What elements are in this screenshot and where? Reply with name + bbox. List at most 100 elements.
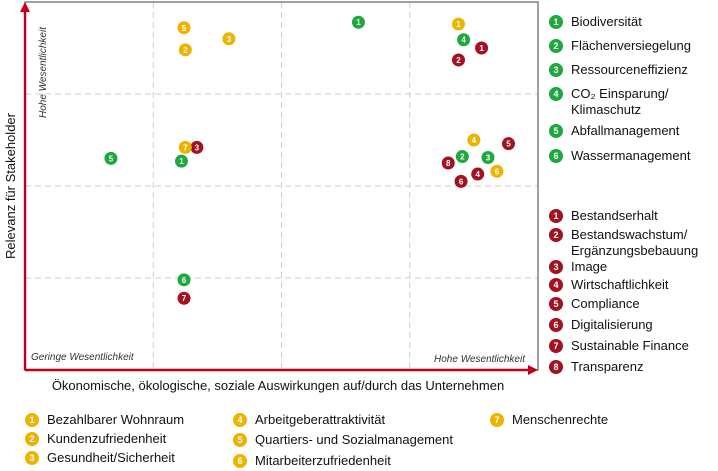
legend-badge: 2	[549, 39, 563, 53]
legend-badge: 3	[549, 260, 563, 274]
legend-label: Gesundheit/Sicherheit	[47, 450, 175, 465]
point-label: 8	[446, 159, 451, 168]
legend-yellow-5: 5 Quartiers- und Sozialmanagement	[233, 432, 453, 448]
legend-badge: 8	[549, 360, 563, 374]
legend-label: Wassermanagement	[571, 148, 691, 163]
y-axis-label: Relevanz für Stakeholder	[3, 112, 18, 259]
point-marker	[502, 137, 516, 151]
data-point: 7	[177, 291, 191, 305]
grid-lines	[25, 2, 538, 370]
legend-badge: 4	[549, 278, 563, 292]
legend-yellow-7: 7 Menschenrechte	[490, 412, 608, 428]
legend-red-8: 8 Transparenz	[549, 359, 644, 375]
legend-badge: 5	[549, 297, 563, 311]
legend-label: Biodiversität	[571, 14, 642, 29]
point-label: 2	[456, 56, 461, 65]
legend-label: Flächenversiegelung	[571, 38, 691, 53]
y-axis-arrowhead	[20, 2, 30, 12]
legend-label: Mitarbeiterzufriedenheit	[255, 453, 391, 468]
point-label: 2	[183, 46, 188, 55]
point-label: 2	[460, 153, 465, 162]
legend-badge: 6	[233, 454, 247, 468]
point-marker	[178, 43, 192, 57]
point-label: 4	[472, 136, 477, 145]
corner-label-bottom-right: Hohe Wesentlichkeit	[434, 354, 526, 365]
point-marker	[190, 140, 204, 154]
point-marker	[451, 17, 465, 31]
point-label: 1	[356, 18, 361, 27]
point-marker	[455, 150, 469, 164]
legend-badge: 7	[490, 413, 504, 427]
point-marker	[451, 53, 465, 67]
legend-label: Kundenzufriedenheit	[47, 431, 167, 446]
point-marker	[177, 273, 191, 287]
legend-badge: 4	[549, 87, 563, 101]
legend-green-5: 5 Abfallmanagement	[549, 123, 679, 139]
data-point: 4	[467, 133, 481, 147]
point-label: 7	[182, 294, 187, 303]
point-label: 3	[227, 35, 232, 44]
data-point: 7	[178, 140, 192, 154]
data-point: 6	[177, 273, 191, 287]
legend-green-1: 1 Biodiversität	[549, 14, 642, 30]
data-point: 5	[177, 21, 191, 35]
legend-label: Image	[571, 259, 608, 274]
legend-green-3: 3 Ressourceneffizienz	[549, 62, 688, 78]
point-marker	[454, 174, 468, 188]
legend-label: Wirtschaftlichkeit	[571, 277, 669, 292]
legend-label: Transparenz	[571, 359, 644, 374]
data-point: 2	[455, 150, 469, 164]
point-label: 5	[506, 140, 511, 149]
legend-label: Bestandserhalt	[571, 208, 658, 223]
data-point: 5	[104, 151, 118, 165]
legend-label: Quartiers- und Sozialmanagement	[255, 432, 453, 447]
x-axis-label: Ökonomische, ökologische, soziale Auswir…	[52, 378, 504, 393]
point-marker	[177, 21, 191, 35]
point-marker	[490, 164, 504, 178]
legend-red-6: 6 Digitalisierung	[549, 317, 653, 333]
legend-badge: 6	[549, 318, 563, 332]
point-label: 1	[479, 44, 484, 53]
point-label: 5	[182, 24, 187, 33]
data-point: 5	[502, 137, 516, 151]
legend-label: Sustainable Finance	[571, 338, 689, 353]
legend-label: Digitalisierung	[571, 317, 653, 332]
point-label: 3	[486, 153, 491, 162]
legend-red-5: 5 Compliance	[549, 296, 640, 312]
data-point: 6	[454, 174, 468, 188]
data-point: 1	[451, 17, 465, 31]
x-axis-arrowhead	[528, 365, 538, 375]
legend-red-3: 3 Image	[549, 259, 607, 275]
point-marker	[441, 156, 455, 170]
legend-label: Menschenrechte	[512, 412, 609, 427]
legend-badge: 5	[233, 433, 247, 447]
legend-green-2: 2 Flächenversiegelung	[549, 38, 691, 54]
point-marker	[457, 33, 471, 47]
data-point: 4	[471, 167, 485, 181]
legend-badge: 2	[25, 432, 39, 446]
legend-red-2: 2 Bestandswachstum/ Ergänzungsbebauung	[549, 227, 698, 259]
legend-yellow-4: 4 Arbeitgeberattraktivität	[233, 412, 385, 428]
legend-label-line1: CO₂ Einsparung/	[571, 86, 669, 101]
point-label: 1	[456, 20, 461, 29]
legend-badge: 1	[549, 15, 563, 29]
legend-label: CO₂ Einsparung/ Klimaschutz	[571, 86, 669, 118]
legend-label: Ressourceneffizienz	[571, 62, 688, 77]
data-point: 3	[481, 150, 495, 164]
legend-label: Arbeitgeberattraktivität	[255, 412, 386, 427]
data-point: 2	[178, 43, 192, 57]
point-marker	[351, 15, 365, 29]
point-label: 6	[182, 276, 187, 285]
legend-yellow-6: 6 Mitarbeiterzufriedenheit	[233, 453, 391, 469]
point-label: 3	[195, 143, 200, 152]
corner-label-top-left: Hohe Wesentlichkeit	[38, 26, 49, 118]
point-marker	[104, 151, 118, 165]
legend-yellow-1: 1 Bezahlbarer Wohnraum	[25, 412, 184, 428]
legend-yellow-3: 3 Gesundheit/Sicherheit	[25, 450, 175, 466]
legend-badge: 7	[549, 339, 563, 353]
legend-green-4: 4 CO₂ Einsparung/ Klimaschutz	[549, 86, 669, 118]
data-point: 8	[441, 156, 455, 170]
legend-badge: 6	[549, 149, 563, 163]
